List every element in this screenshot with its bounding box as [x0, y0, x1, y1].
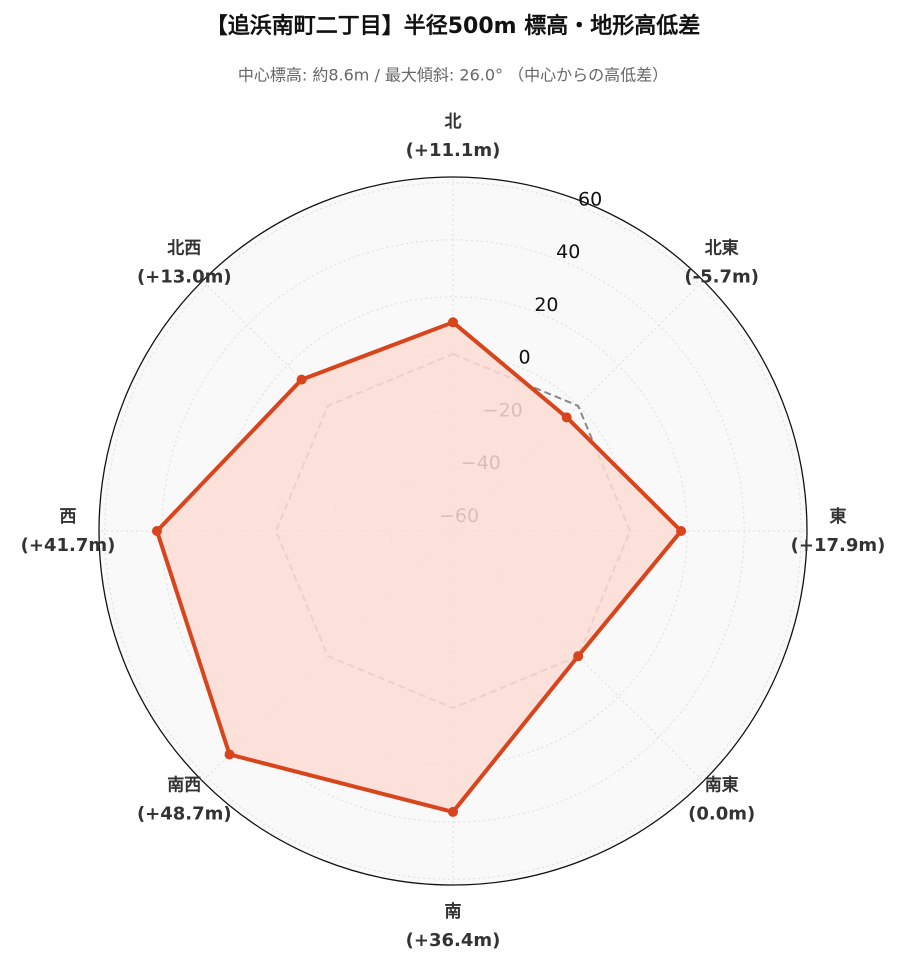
r-tick-label: 20	[534, 294, 558, 316]
data-point	[151, 526, 162, 536]
chart-subtitle: 中心標高: 約8.6m / 最大傾斜: 26.0° （中心からの高低差）	[238, 66, 668, 85]
value-label: (+17.9m)	[791, 535, 886, 556]
category-label: 北東	[705, 237, 739, 258]
data-point	[561, 412, 572, 423]
category-label: 北	[445, 112, 462, 132]
data-point	[296, 374, 307, 385]
value-label: (+13.0m)	[137, 266, 232, 287]
data-point	[676, 526, 687, 536]
category-label: 東	[830, 506, 847, 527]
value-label: (+11.1m)	[406, 140, 501, 161]
r-tick-label: 60	[578, 188, 602, 210]
value-label: (+48.7m)	[137, 804, 232, 825]
data-point	[573, 651, 584, 662]
data-point	[224, 749, 235, 760]
value-label: (-5.7m)	[684, 266, 759, 287]
value-label: (0.0m)	[688, 804, 755, 825]
category-label: 南東	[705, 775, 739, 796]
category-label: 南	[445, 901, 462, 922]
value-label: (+41.7m)	[21, 535, 116, 556]
data-point	[448, 806, 458, 817]
r-tick-label: 40	[556, 241, 580, 263]
grid-circle	[104, 182, 802, 880]
value-label: (+36.4m)	[406, 930, 501, 951]
chart-title: 【追浜南町二丁目】半径500m 標高・地形高低差	[206, 13, 701, 39]
data-point	[448, 317, 458, 328]
r-tick-label: 0	[519, 347, 531, 369]
category-label: 西	[60, 507, 77, 527]
outer-circle	[98, 176, 808, 886]
category-label: 北西	[167, 238, 201, 258]
category-label: 南西	[167, 775, 201, 796]
